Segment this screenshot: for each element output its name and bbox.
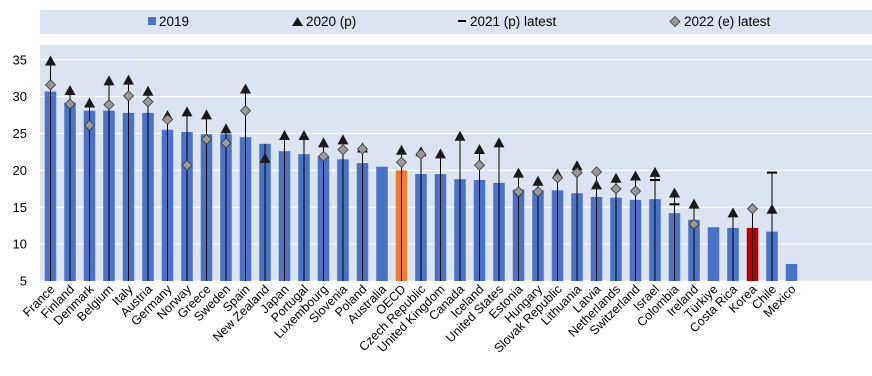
marker-2022 [122, 90, 135, 102]
marker-2022 [551, 172, 564, 184]
y-tick-label: 35 [13, 52, 27, 67]
marker-2020 [454, 130, 466, 141]
marker-2022 [317, 150, 330, 162]
bar [785, 264, 798, 281]
bar [376, 166, 388, 281]
marker-2020 [259, 152, 271, 163]
marker-2020 [64, 84, 76, 95]
whiskers [50, 60, 773, 281]
marker-2020 [396, 144, 407, 155]
marker-2022 [395, 156, 408, 168]
y-tick-label: 20 [13, 163, 27, 178]
marker-2022 [64, 98, 76, 110]
marker-2022 [512, 186, 525, 198]
marker-2022 [142, 96, 154, 108]
legend-label-2020: 2020 (p) [306, 14, 356, 29]
marker-2022 [629, 185, 642, 197]
marker-2022 [571, 167, 583, 179]
legend-triangle-icon [292, 17, 303, 26]
y-axis: 5 10 15 20 25 30 35 [13, 52, 27, 288]
y-tick-label: 5 [20, 274, 27, 289]
y-tick-label: 10 [13, 237, 27, 252]
x-axis-labels: FranceFinlandDenmarkBelgiumItalyAustriaG… [20, 282, 798, 356]
marker-2020 [318, 137, 329, 148]
marker-2022 [337, 144, 349, 156]
marker-2020 [630, 170, 641, 181]
marker-2020 [240, 83, 251, 94]
marker-2020 [435, 148, 446, 159]
legend-label-2021: 2021 (p) latest [470, 14, 557, 29]
marker-2020 [45, 55, 56, 66]
marker-2022 [181, 159, 193, 171]
marker-2022 [200, 133, 213, 145]
marker-2022 [746, 203, 759, 215]
marker-2020 [513, 167, 524, 178]
marker-2022 [239, 105, 252, 117]
marker-2020 [298, 129, 310, 140]
marker-2020 [279, 129, 290, 140]
marker-2020 [727, 207, 739, 218]
bar [707, 227, 720, 281]
marker-2020 [181, 106, 193, 117]
marker-2022 [103, 99, 115, 111]
marker-2020 [493, 137, 505, 148]
marker-2022 [473, 159, 486, 171]
marker-2020 [220, 123, 232, 134]
legend-label-2022: 2022 (e) latest [684, 14, 771, 29]
marker-2020 [337, 134, 349, 145]
marker-2022 [161, 113, 174, 126]
y-tick-label: 15 [13, 200, 27, 215]
marker-2020 [571, 160, 583, 171]
legend-label-2019: 2019 [159, 14, 189, 29]
marker-2020 [669, 187, 680, 198]
marker-2020 [84, 97, 95, 108]
legend-swatch-2019 [148, 17, 156, 25]
legend-diamond-icon [669, 15, 681, 28]
marker-2022 [590, 166, 603, 178]
marker-2020 [123, 74, 134, 85]
y-tick-label: 25 [13, 126, 27, 141]
legend: 2019 2020 (p) 2021 (p) latest 2022 (e) l… [148, 14, 771, 29]
marker-2020 [532, 175, 544, 186]
marker-2020 [474, 143, 485, 154]
marker-2022 [83, 119, 96, 131]
legend-background [40, 10, 872, 34]
marker-2020 [201, 109, 212, 120]
marker-2022 [532, 186, 544, 198]
marker-2020 [103, 75, 115, 86]
marker-2020 [766, 203, 778, 214]
marker-2022 [220, 137, 232, 149]
marker-2020 [610, 172, 622, 183]
markers [44, 55, 778, 230]
marker-2022 [688, 218, 700, 230]
marker-2020 [649, 166, 661, 177]
marker-2022 [44, 79, 57, 91]
marker-2020 [142, 85, 154, 96]
y-tick-label: 30 [13, 89, 27, 104]
marker-2020 [688, 198, 700, 209]
marker-2022 [610, 183, 622, 195]
marker-2022 [415, 148, 427, 160]
marker-2020 [591, 179, 602, 190]
marker-2022 [356, 143, 369, 155]
